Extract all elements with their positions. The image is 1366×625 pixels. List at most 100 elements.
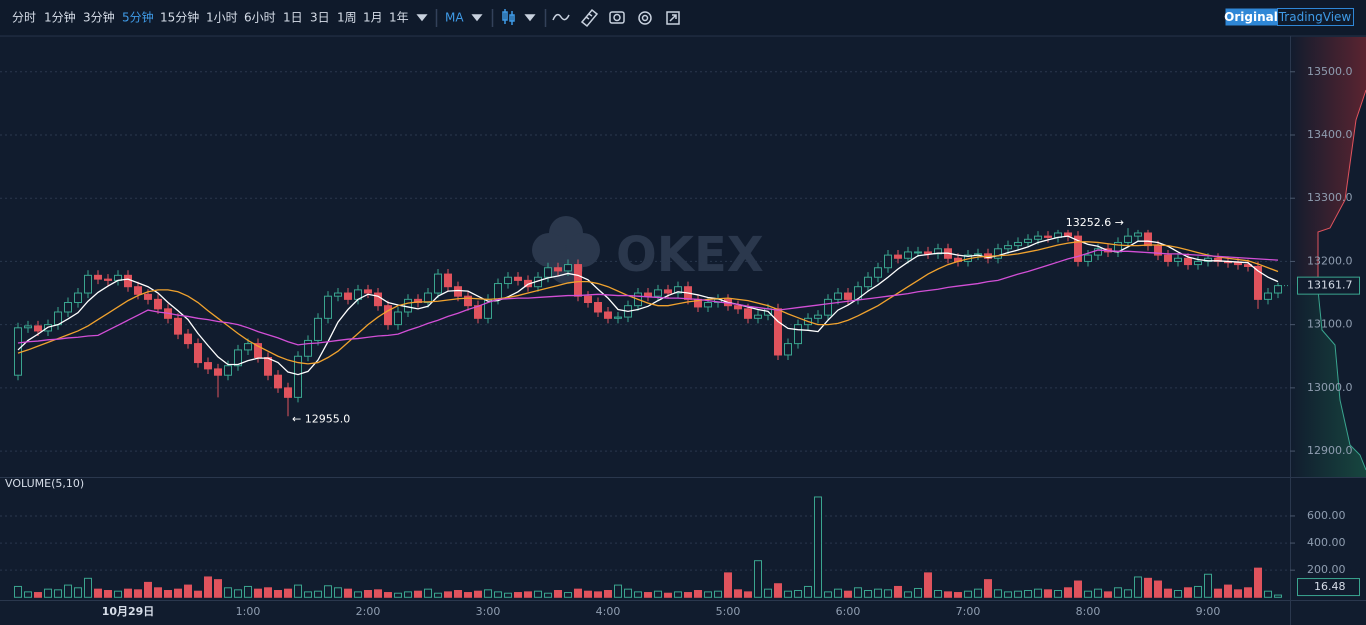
candle-body xyxy=(304,339,312,357)
volume-bar xyxy=(734,589,742,598)
candle-body xyxy=(1274,285,1282,294)
interval-button[interactable]: 1月 xyxy=(363,11,383,25)
candle-body xyxy=(644,292,652,297)
interval-button[interactable]: 3分钟 xyxy=(83,10,115,25)
moving-average-line xyxy=(17,235,1279,376)
dropdown-arrow[interactable] xyxy=(524,14,536,22)
interval-button[interactable]: 6小时 xyxy=(244,11,276,25)
fullscreen-icon[interactable] xyxy=(666,11,680,25)
volume-bar xyxy=(1044,589,1052,598)
candle-body xyxy=(334,292,342,297)
interval-button[interactable]: 1周 xyxy=(337,11,357,25)
candle-body xyxy=(234,349,242,367)
candle-body xyxy=(94,274,102,280)
volume-bar xyxy=(464,592,472,598)
volume-bar xyxy=(244,585,252,598)
line-tool-icon[interactable] xyxy=(552,13,570,21)
depth-bid-line xyxy=(1317,289,1366,471)
view-label[interactable]: Original xyxy=(1224,10,1278,24)
x-tick-label: 6:00 xyxy=(836,605,861,618)
volume-bar xyxy=(944,591,952,598)
interval-button[interactable]: 5分钟 xyxy=(122,10,154,25)
interval-button[interactable]: 1小时 xyxy=(206,11,238,25)
candle-body xyxy=(894,254,902,259)
dropdown-arrow[interactable] xyxy=(416,14,428,22)
volume-bar xyxy=(794,590,802,598)
volume-bar xyxy=(524,591,532,598)
candle-body xyxy=(1024,238,1032,243)
volume-bar xyxy=(954,592,962,598)
volume-bars xyxy=(14,496,1282,598)
candle-body xyxy=(994,248,1002,259)
volume-bar xyxy=(254,588,262,598)
candle-body xyxy=(1044,235,1052,238)
depth-ask-line xyxy=(1317,89,1366,285)
volume-bar xyxy=(584,590,592,598)
volume-bar xyxy=(804,585,812,598)
candle-body xyxy=(154,298,162,310)
volume-bar xyxy=(444,591,452,598)
volume-bar xyxy=(604,590,612,598)
volume-bar xyxy=(124,588,132,598)
candle-body xyxy=(204,362,212,370)
watermark: OKEX xyxy=(616,227,764,283)
candle-body xyxy=(1164,254,1172,262)
volume-bar xyxy=(1254,567,1262,598)
volume-bar xyxy=(1014,590,1022,598)
candle-body xyxy=(514,276,522,281)
volume-bar xyxy=(324,585,332,598)
interval-button[interactable]: 分时 xyxy=(12,11,36,25)
volume-bar xyxy=(204,576,212,598)
last-price-label: 13161.7 xyxy=(1307,279,1353,292)
settings-icon[interactable] xyxy=(638,11,652,25)
volume-bar xyxy=(484,589,492,598)
volume-bar xyxy=(224,587,232,598)
y-tick-label: 600.00 xyxy=(1307,509,1346,522)
volume-bar xyxy=(314,590,322,598)
volume-bar xyxy=(234,589,242,598)
interval-button[interactable]: 1年 xyxy=(389,11,409,25)
y-tick-label: 13300.0 xyxy=(1307,191,1353,204)
ruler-icon[interactable] xyxy=(580,8,599,28)
low-annotation: ← 12955.0 xyxy=(292,412,350,425)
interval-button[interactable]: 1日 xyxy=(283,11,303,25)
volume-bar xyxy=(824,591,832,598)
candle-body xyxy=(1124,235,1132,243)
interval-button[interactable]: 3日 xyxy=(310,11,330,25)
camera-icon[interactable] xyxy=(609,11,625,24)
x-tick-label: 7:00 xyxy=(956,605,981,618)
indicator-button: MA xyxy=(445,11,464,25)
candle-body xyxy=(784,343,792,356)
view-button[interactable] xyxy=(1277,8,1354,26)
candle-body xyxy=(1144,232,1152,247)
volume-bar xyxy=(434,592,442,598)
volume-bar xyxy=(624,588,632,598)
y-tick-label: 13000.0 xyxy=(1307,381,1353,394)
candle-body xyxy=(74,292,82,304)
volume-bar xyxy=(1074,580,1082,598)
candle-body xyxy=(364,289,372,294)
candle-body xyxy=(464,295,472,307)
volume-bar xyxy=(1134,576,1142,598)
view-button-active[interactable] xyxy=(1225,8,1278,26)
candle-icon[interactable] xyxy=(502,9,515,25)
candle-body xyxy=(1074,235,1082,262)
candle-body xyxy=(34,325,42,332)
view-label[interactable]: TradingView xyxy=(1278,10,1352,24)
dropdown-arrow[interactable] xyxy=(471,14,483,22)
candle-body xyxy=(664,289,672,294)
y-tick-label: 13100.0 xyxy=(1307,318,1353,331)
candle-body xyxy=(914,251,922,254)
volume-bar xyxy=(154,587,162,598)
candle-body xyxy=(224,365,232,376)
interval-button[interactable]: 15分钟 xyxy=(160,10,199,25)
interval-button[interactable]: 1分钟 xyxy=(44,10,76,25)
candle-body xyxy=(884,254,892,269)
volume-bar xyxy=(554,590,562,598)
candle-body xyxy=(284,387,292,398)
candle-body xyxy=(134,286,142,295)
volume-bar xyxy=(1214,588,1222,598)
volume-bar xyxy=(274,590,282,598)
volume-bar xyxy=(344,588,352,598)
